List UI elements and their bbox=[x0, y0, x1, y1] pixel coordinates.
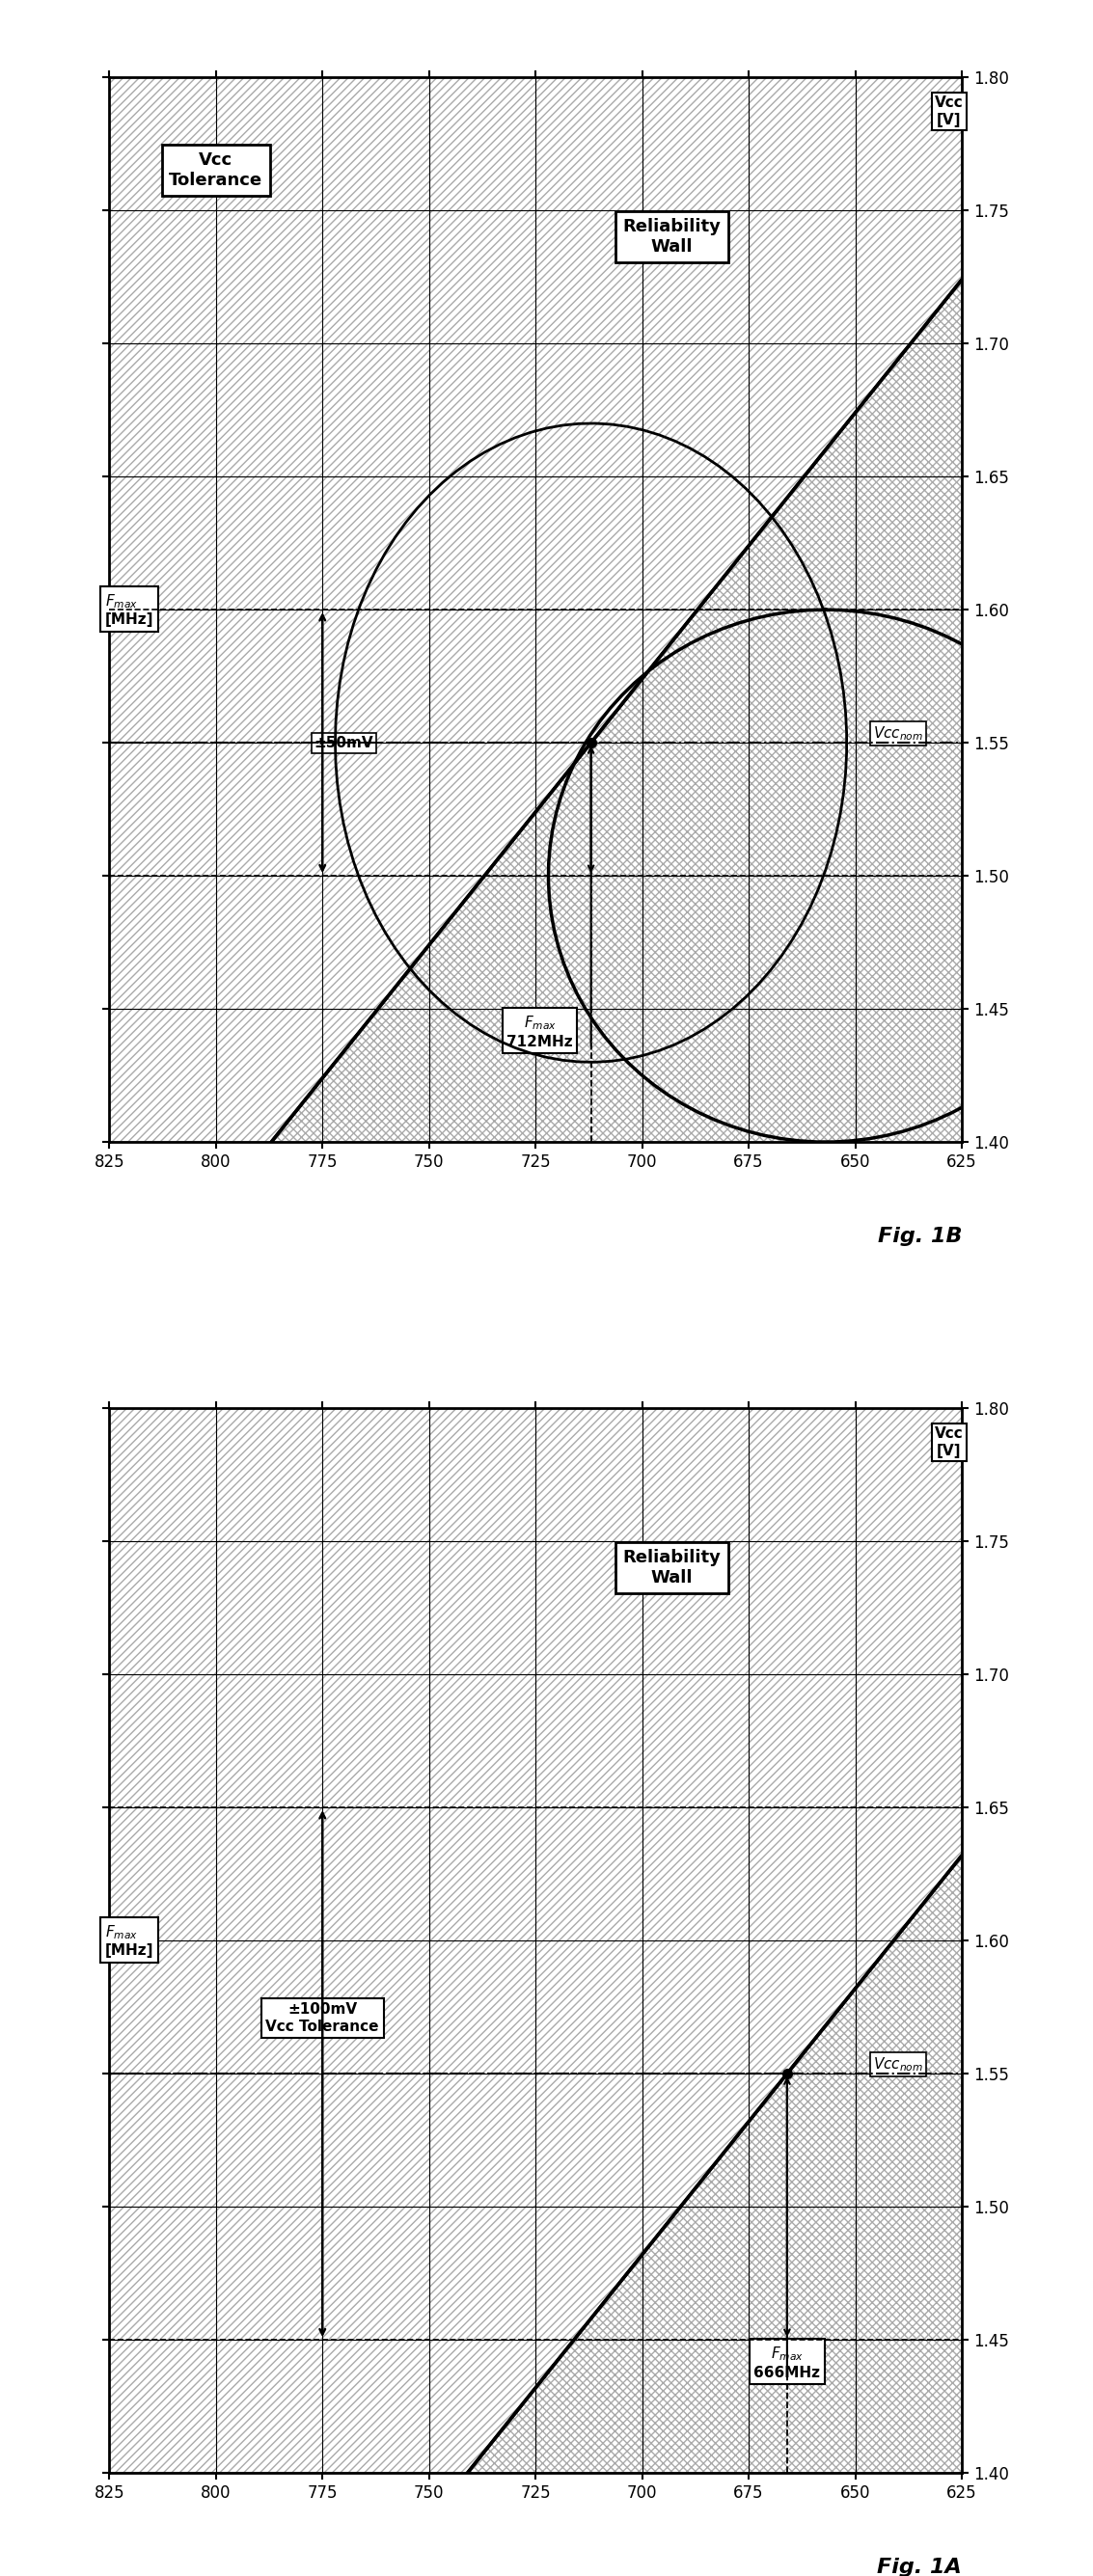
Text: $F_{max}$
[MHz]: $F_{max}$ [MHz] bbox=[105, 1924, 154, 1958]
Text: $F_{max}$
[MHz]: $F_{max}$ [MHz] bbox=[105, 592, 154, 626]
Text: $Vcc_{nom}$: $Vcc_{nom}$ bbox=[872, 724, 924, 742]
Text: $F_{max}$
666MHz: $F_{max}$ 666MHz bbox=[754, 2344, 821, 2380]
Text: Fig. 1A: Fig. 1A bbox=[878, 2558, 962, 2576]
Text: ±50mV: ±50mV bbox=[314, 737, 374, 750]
Text: Reliability
Wall: Reliability Wall bbox=[623, 219, 721, 255]
Text: Vcc
[V]: Vcc [V] bbox=[935, 95, 963, 126]
Text: Vcc
[V]: Vcc [V] bbox=[935, 1427, 963, 1458]
Text: Reliability
Wall: Reliability Wall bbox=[623, 1548, 721, 1587]
Text: Fig. 1B: Fig. 1B bbox=[878, 1226, 962, 1247]
Text: ±100mV
Vcc Tolerance: ±100mV Vcc Tolerance bbox=[266, 2002, 379, 2035]
Text: $Vcc_{nom}$: $Vcc_{nom}$ bbox=[872, 2056, 924, 2074]
Text: $F_{max}$
712MHz: $F_{max}$ 712MHz bbox=[507, 1015, 573, 1048]
Text: Vcc
Tolerance: Vcc Tolerance bbox=[169, 152, 262, 188]
